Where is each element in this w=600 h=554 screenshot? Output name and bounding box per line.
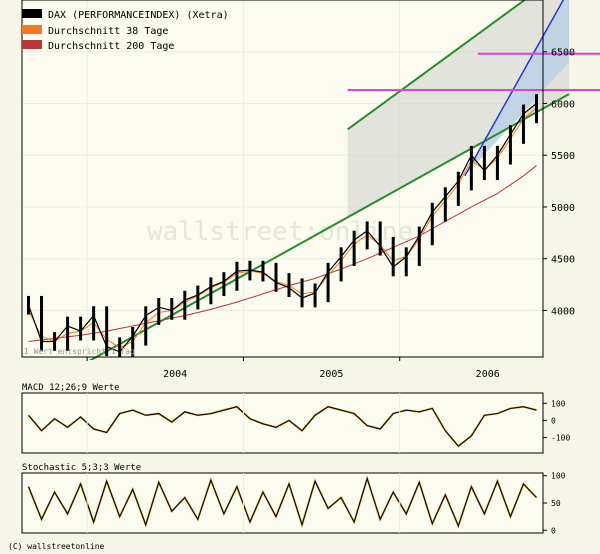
x-tick-label: 2004	[163, 369, 187, 380]
price-series	[27, 94, 538, 357]
legend-label-dax: DAX (PERFORMANCEINDEX) (Xetra)	[48, 10, 229, 21]
footnote: 1 Wert entspricht 1 Tag	[24, 347, 135, 356]
x-tick-label: 2006	[476, 369, 500, 380]
ma38-line	[28, 107, 537, 349]
main-grid	[22, 0, 543, 357]
macd-title: MACD 12;26;9 Werte	[22, 383, 120, 393]
macd-y-axis: 100 0 -100	[543, 399, 570, 443]
main-panel-border	[21, 0, 544, 358]
y-tick-label: -100	[551, 434, 570, 443]
macd-panel-border	[21, 392, 544, 454]
y-tick-label: 5000	[551, 203, 575, 214]
x-tick-label: 2005	[319, 369, 343, 380]
copyright: (C) wallstreetonline	[8, 542, 105, 551]
indicator-line	[28, 406, 537, 447]
legend-swatch-ma38	[22, 25, 42, 34]
main-x-axis: 2004 2005 2006	[86, 357, 500, 380]
y-tick-label: 5500	[551, 151, 575, 162]
y-tick-label: 50	[551, 499, 561, 508]
stochastic-y-axis: 100 50 0	[543, 472, 566, 535]
indicator-line	[28, 476, 537, 528]
legend-swatch-dax	[22, 9, 42, 18]
lower-trendline	[88, 93, 570, 360]
watermark: wallstreet:online	[147, 217, 413, 247]
main-y-axis: 4000 4500 5000 5500 6000 6500	[543, 48, 575, 317]
stochastic-title: Stochastic 5;3;3 Werte	[22, 463, 141, 473]
macd-series	[27, 405, 537, 448]
y-tick-label: 6500	[551, 48, 575, 59]
price-line	[27, 103, 537, 353]
y-tick-label: 0	[551, 526, 556, 535]
y-tick-label: 4000	[551, 306, 575, 317]
stochastic-series	[27, 475, 538, 529]
upper-trendline	[347, 0, 527, 131]
legend-swatch-ma200	[22, 40, 42, 49]
legend-label-ma200: Durchschnitt 200 Tage	[48, 41, 174, 52]
y-tick-label: 0	[551, 416, 556, 425]
legend: DAX (PERFORMANCEINDEX) (Xetra) Durchschn…	[22, 9, 229, 52]
blue-trendline	[464, 0, 565, 177]
y-tick-label: 4500	[551, 255, 575, 266]
y-tick-label: 6000	[551, 99, 575, 110]
y-tick-label: 100	[551, 472, 566, 481]
legend-label-ma38: Durchschnitt 38 Tage	[48, 26, 168, 37]
y-tick-label: 100	[551, 399, 566, 408]
